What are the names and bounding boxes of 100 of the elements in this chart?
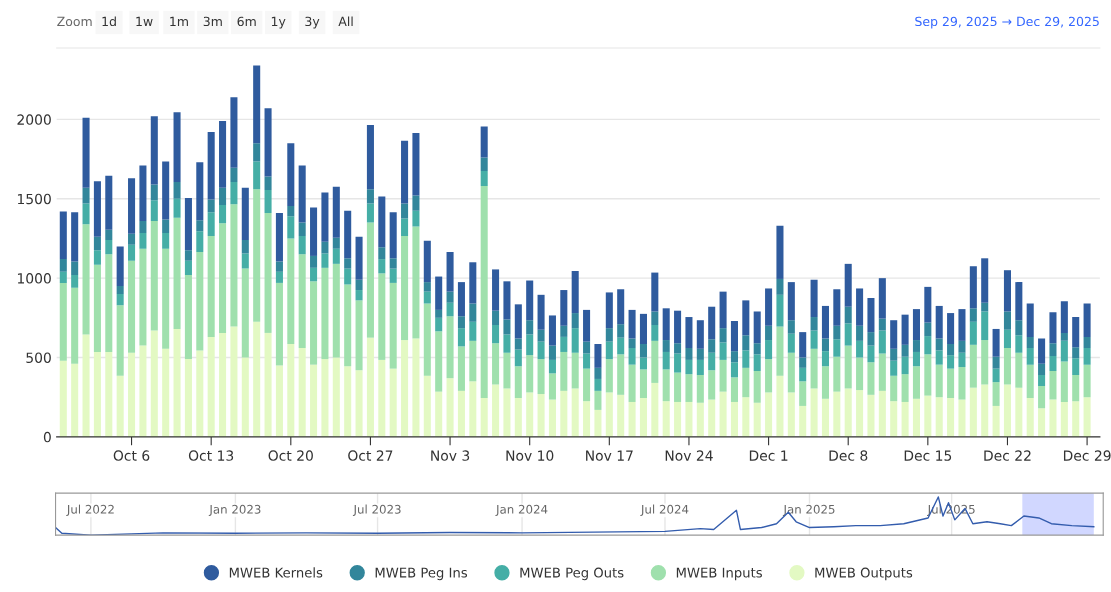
bar <box>742 367 750 398</box>
bar <box>537 394 545 437</box>
bar <box>105 254 113 352</box>
bar <box>82 334 90 437</box>
bar <box>742 335 750 351</box>
bar <box>571 352 579 389</box>
bar <box>1072 347 1080 359</box>
bar <box>799 367 807 382</box>
bar <box>514 398 522 437</box>
bar <box>776 375 784 437</box>
bar <box>207 212 215 237</box>
bar <box>571 313 579 329</box>
bar <box>332 263 340 358</box>
bar <box>1083 364 1091 398</box>
y-tick-label: 500 <box>26 352 51 363</box>
bar <box>719 342 727 360</box>
bar <box>685 359 693 375</box>
bar <box>1026 364 1034 398</box>
bar <box>639 313 647 345</box>
bar <box>958 340 966 353</box>
bar <box>332 248 340 264</box>
bar <box>992 328 1000 357</box>
bar <box>912 340 920 352</box>
bar <box>128 352 136 437</box>
bar <box>469 303 477 322</box>
text: Zoom <box>57 16 92 27</box>
bar <box>423 303 431 376</box>
bar <box>480 186 488 398</box>
bar <box>446 378 454 437</box>
bar <box>821 398 829 437</box>
bar <box>401 340 409 437</box>
bar <box>401 236 409 341</box>
bar <box>617 289 625 325</box>
bar <box>116 375 124 437</box>
bar <box>105 229 113 241</box>
bar <box>1049 399 1057 437</box>
bar <box>765 392 773 437</box>
bar <box>947 344 955 356</box>
bar <box>139 165 147 221</box>
bar <box>685 374 693 402</box>
bar <box>492 324 500 344</box>
bar <box>867 362 875 395</box>
bar <box>617 324 625 338</box>
bar <box>105 351 113 437</box>
bar <box>1083 347 1091 365</box>
bar <box>423 291 431 304</box>
bar <box>389 258 397 269</box>
bar <box>1026 336 1034 348</box>
bar <box>116 286 124 295</box>
bar <box>696 374 704 403</box>
bar <box>628 309 636 339</box>
bar <box>253 65 261 144</box>
bar <box>765 359 773 393</box>
bar <box>332 186 340 238</box>
bar <box>401 140 409 204</box>
bar <box>253 143 261 162</box>
bar <box>1015 387 1023 437</box>
bar <box>810 330 818 349</box>
bar <box>685 347 693 360</box>
legend-label: MWEB Outputs <box>815 567 913 581</box>
bar <box>1038 363 1046 375</box>
bar <box>412 132 420 196</box>
bar <box>878 318 886 331</box>
bar <box>594 409 602 437</box>
bar <box>389 212 397 259</box>
bar <box>1072 358 1080 375</box>
bar <box>162 348 170 437</box>
bar <box>696 348 704 360</box>
bar <box>503 388 511 437</box>
bar <box>947 313 955 345</box>
bar <box>674 310 682 344</box>
bar <box>674 353 682 373</box>
bar <box>469 262 477 304</box>
bar <box>59 271 67 283</box>
bar <box>128 260 136 353</box>
bar <box>412 226 420 339</box>
bar <box>548 315 556 346</box>
bar <box>833 289 841 326</box>
bar <box>344 210 352 259</box>
bar <box>1003 270 1011 312</box>
bar <box>1060 332 1068 341</box>
bar <box>776 294 784 327</box>
bar <box>753 343 761 355</box>
bar <box>628 347 636 365</box>
bar <box>674 372 682 402</box>
bar <box>878 390 886 437</box>
bar <box>639 398 647 437</box>
bar <box>241 357 249 437</box>
bar <box>526 280 534 321</box>
x-tick-label: Dec 15 <box>904 450 952 461</box>
bar <box>435 309 443 318</box>
bar <box>969 321 977 345</box>
chart-title: Sep 29, 2025 → Dec 29, 2025 <box>915 16 1099 29</box>
bar <box>753 311 761 344</box>
bar <box>514 304 522 339</box>
bar <box>878 330 886 354</box>
bar <box>196 220 204 232</box>
bar <box>890 348 898 361</box>
bar <box>1026 303 1034 337</box>
x-tick-label: Nov 10 <box>506 450 554 461</box>
